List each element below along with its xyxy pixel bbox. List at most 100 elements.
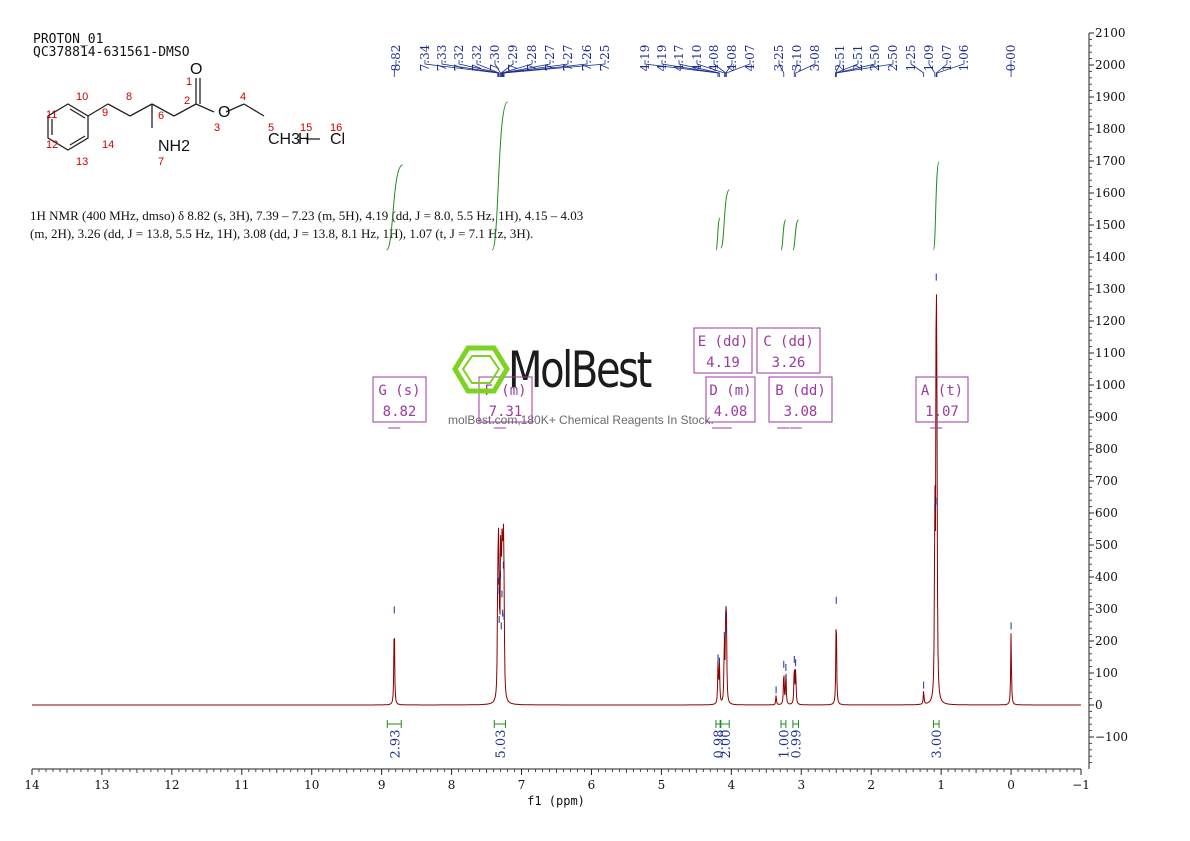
integral-curve [715, 217, 721, 251]
y-tick-label: 2100 [1095, 26, 1126, 40]
multiplet-box [372, 376, 427, 423]
integral-curve [792, 219, 799, 251]
peak-label: 4.17 [672, 45, 686, 72]
peak-label-leader [778, 60, 785, 77]
peak-label-leader [424, 60, 499, 77]
integral-value: 5.03 [494, 730, 509, 759]
multiplet-label: C (dd) [763, 334, 814, 350]
atom-number: 13 [76, 156, 88, 168]
atom-number: 16 [330, 122, 342, 134]
integral-curve [780, 219, 787, 251]
atom-number: 7 [158, 156, 164, 168]
y-tick-label: 1800 [1095, 122, 1126, 136]
integral-value: 2.00 [719, 730, 734, 759]
peak-label-leader [678, 60, 720, 77]
x-tick-label: 11 [234, 778, 249, 792]
peak-label: 7.34 [418, 44, 432, 71]
peak-label-leader [793, 60, 798, 77]
integral-curve [932, 161, 940, 251]
peak-label: 7.30 [488, 45, 502, 72]
y-tick-label: 1900 [1095, 90, 1126, 104]
multiplet-shift: 4.08 [714, 404, 748, 420]
peak-label: 4.08 [707, 45, 721, 72]
integral-value: 0.99 [790, 730, 805, 759]
peak-label: 2.51 [833, 45, 847, 72]
peak-label: 8.82 [389, 45, 403, 72]
y-tick-label: 500 [1095, 538, 1118, 552]
x-tick-label: −1 [1072, 778, 1090, 792]
atom-number: 9 [102, 107, 108, 119]
y-tick-label: 1400 [1095, 250, 1126, 264]
peak-label: 4.08 [725, 45, 739, 72]
x-tick-label: 10 [304, 778, 319, 792]
integral-curve [491, 101, 509, 251]
peak-label: 7.32 [470, 45, 484, 72]
x-tick-label: 5 [658, 778, 666, 792]
watermark-tagline: molBest.com,180K+ Chemical Reagents In S… [448, 413, 714, 427]
peak-label: 2.51 [851, 45, 865, 72]
peak-label: 3.25 [772, 45, 786, 72]
peak-label: 3.08 [808, 45, 822, 72]
peak-label: 1.07 [940, 45, 954, 72]
atom-number: 3 [214, 122, 220, 134]
atom-label: NH2 [158, 138, 190, 155]
multiplet-box [705, 376, 756, 423]
x-tick-label: 2 [867, 778, 875, 792]
peak-label-leader [935, 60, 948, 77]
peak-label-leader [502, 60, 569, 77]
atom-number: 12 [46, 139, 58, 151]
y-tick-label: 800 [1095, 442, 1118, 456]
x-axis-label: f1 (ppm) [527, 794, 585, 808]
x-tick-label: 13 [94, 778, 109, 792]
peak-label-leader [500, 60, 514, 77]
peak-label: 4.10 [690, 45, 704, 72]
multiplet-shift: 1.07 [925, 404, 959, 420]
integral-value: 2.93 [388, 730, 403, 759]
integral-curve [386, 164, 404, 251]
peak-label-leader [795, 60, 816, 77]
atom-number: 10 [76, 91, 88, 103]
peak-label-leader [725, 60, 733, 77]
x-tick-label: 4 [728, 778, 736, 792]
sample-id: QC378814-631561-DMSO [33, 45, 190, 60]
experiment-name: PROTON_01 [33, 32, 104, 47]
y-tick-label: 1200 [1095, 314, 1126, 328]
peak-label: 1.06 [957, 45, 971, 72]
peak-label: 4.07 [743, 45, 757, 72]
x-tick-label: 0 [1007, 778, 1015, 792]
atom-label: O [218, 104, 230, 121]
integral-value: 0.98 [712, 730, 727, 759]
multiplet-shift: 8.82 [383, 404, 417, 420]
peak-label: 7.33 [435, 45, 449, 72]
y-tick-label: 700 [1095, 474, 1118, 488]
x-tick-label: 14 [24, 778, 40, 792]
y-tick-label: 600 [1095, 506, 1118, 520]
integral-value: 3.00 [930, 730, 945, 759]
peak-label: 7.32 [452, 45, 466, 72]
nmr-description: 1H NMR (400 MHz, dmso) δ 8.82 (s, 3H), 7… [30, 208, 584, 241]
multiplet-shift: 4.19 [706, 355, 740, 371]
atom-label: H [298, 131, 310, 148]
integral-marks: 2.93 5.03 0.982.00 1.000.99 3.00 [386, 720, 945, 759]
x-tick-label: 7 [518, 778, 526, 792]
peak-label-leader [503, 60, 606, 77]
atom-label: CH3 [268, 131, 300, 148]
atom-number: 4 [240, 91, 246, 103]
y-tick-label: 1000 [1095, 378, 1126, 392]
y-tick-label: 200 [1095, 634, 1118, 648]
integral-curve [720, 189, 730, 249]
x-tick-label: 9 [378, 778, 386, 792]
peak-label: 3.10 [790, 45, 804, 72]
multiplet-label: E (dd) [698, 334, 749, 350]
multiplet-label: A (t) [921, 383, 963, 399]
multiplet-box [693, 327, 753, 374]
multiplet-shift: 3.26 [772, 355, 806, 371]
atom-number: 1 [186, 76, 192, 88]
atom-label: Cl [330, 131, 345, 148]
y-tick-label: 300 [1095, 602, 1118, 616]
peak-label: 1.25 [904, 45, 918, 72]
peak-label-leader [502, 60, 588, 77]
peak-labels: 8.82 7.34 7.33 7.32 7.32 7.30 7.29 7.28 7.27 7.27… [389, 44, 1018, 77]
atom-number: 11 [46, 109, 57, 121]
